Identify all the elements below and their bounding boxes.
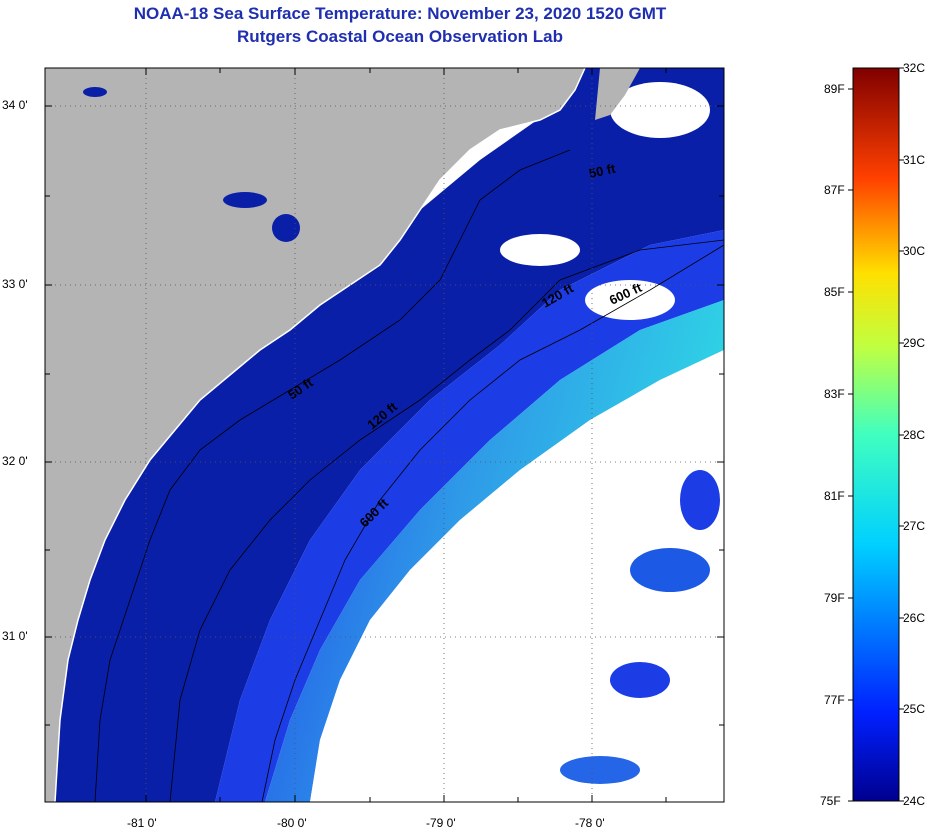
isobath-label: 50 ft xyxy=(588,161,618,181)
map-grid xyxy=(45,68,724,802)
lon-label: -78 0' xyxy=(575,816,605,830)
map-ticks xyxy=(45,68,724,802)
water-patch xyxy=(610,662,670,698)
colorbar-c-label: 32C xyxy=(903,61,926,75)
colorbar-f-label: 81F xyxy=(824,489,845,503)
colorbar-f-label: 87F xyxy=(824,183,845,197)
lat-label: 33 0' xyxy=(2,277,28,291)
colorbar-c-label: 31C xyxy=(903,153,926,167)
colorbar-c-label: 30C xyxy=(903,244,926,258)
lat-label: 31 0' xyxy=(2,629,28,643)
mid-shelf-water xyxy=(215,230,724,802)
isobath-50ft xyxy=(94,149,571,802)
colorbar-c-label: 29C xyxy=(903,336,926,350)
colorbar-f-label: 77F xyxy=(824,693,845,707)
colorbar-f-label: 83F xyxy=(824,387,845,401)
colorbar-c-label: 27C xyxy=(903,519,926,533)
coastline xyxy=(54,68,586,802)
isobath-120ft xyxy=(169,239,724,802)
colorbar-gradient xyxy=(852,67,900,802)
colorbar-ticks xyxy=(848,67,904,802)
land xyxy=(45,68,585,802)
inland-water xyxy=(223,192,267,208)
map-title: NOAA-18 Sea Surface Temperature: Novembe… xyxy=(133,4,667,23)
cloud-patch xyxy=(610,82,710,138)
colorbar-c-label: 25C xyxy=(903,702,926,716)
lon-label: -80 0' xyxy=(277,816,307,830)
colorbar-f-label: 85F xyxy=(824,285,845,299)
inland-water xyxy=(83,87,107,97)
colorbar-f-label: 89F xyxy=(824,82,845,96)
cloud-patch xyxy=(500,234,580,266)
colorbar-c-label: 24C xyxy=(903,794,926,808)
colorbar-c-label: 28C xyxy=(903,428,926,442)
water-patch xyxy=(560,756,640,784)
colorbar-c-label: 26C xyxy=(903,611,926,625)
colorbar-f-label: 75F xyxy=(820,794,841,808)
warm-water xyxy=(265,300,724,802)
map-frame xyxy=(44,67,725,803)
lat-label: 34 0' xyxy=(2,98,28,112)
colorbar-f-label: 79F xyxy=(824,591,845,605)
land xyxy=(595,68,640,120)
water-patch xyxy=(680,470,720,530)
lon-label: -79 0' xyxy=(426,816,456,830)
water-patch xyxy=(630,548,710,592)
cloud-patch xyxy=(585,280,675,320)
inland-water xyxy=(272,214,300,242)
lat-label: 32 0' xyxy=(2,454,28,468)
lon-label: -81 0' xyxy=(127,816,157,830)
map-subtitle: Rutgers Coastal Ocean Observation Lab xyxy=(237,27,563,46)
